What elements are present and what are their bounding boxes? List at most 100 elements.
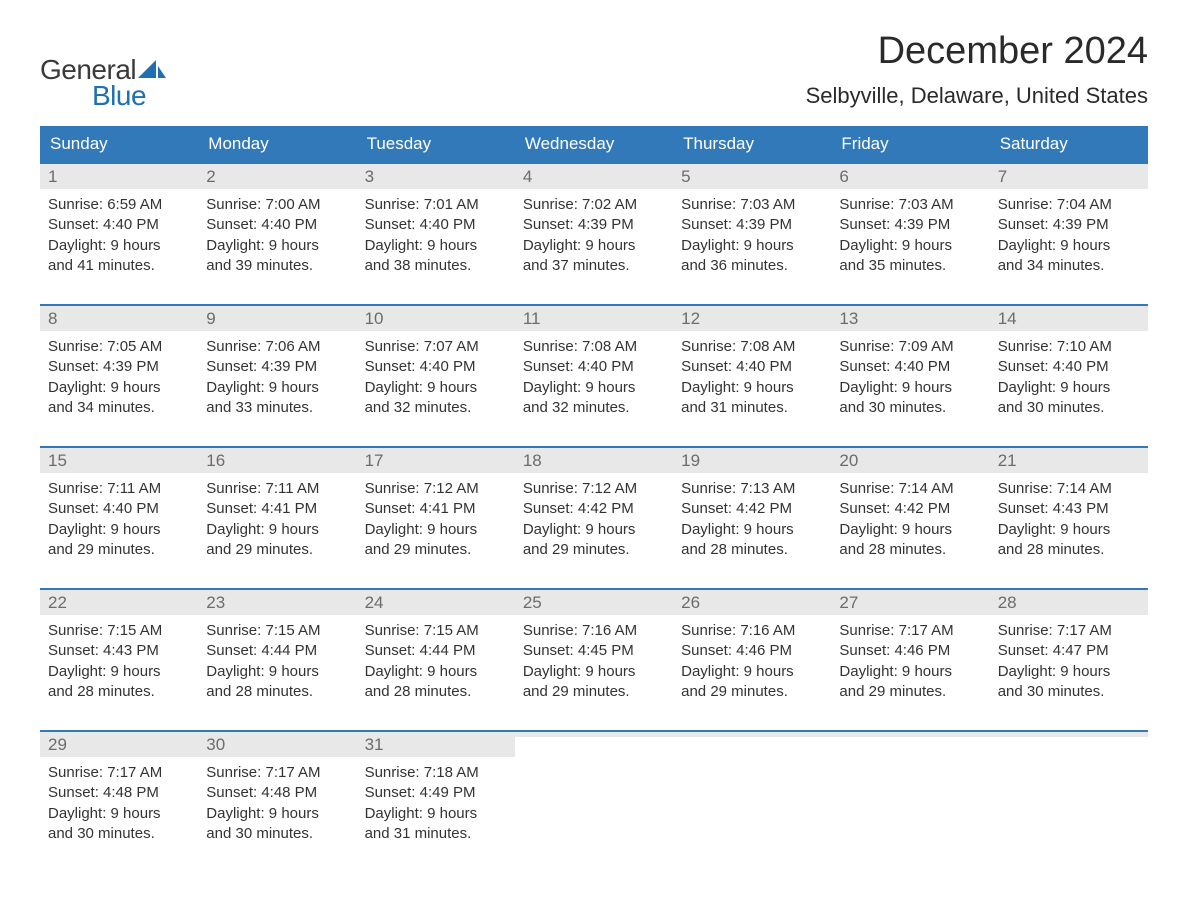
day-dl2: and 29 minutes. (839, 682, 981, 702)
day-number: 6 (839, 167, 848, 186)
day-body: Sunrise: 7:13 AMSunset: 4:42 PMDaylight:… (673, 473, 831, 570)
day-sunrise: Sunrise: 7:13 AM (681, 479, 823, 499)
day-cell: 16Sunrise: 7:11 AMSunset: 4:41 PMDayligh… (198, 448, 356, 570)
day-body: Sunrise: 7:15 AMSunset: 4:43 PMDaylight:… (40, 615, 198, 712)
day-dl1: Daylight: 9 hours (365, 236, 507, 256)
day-dl1: Daylight: 9 hours (839, 236, 981, 256)
day-cell (673, 732, 831, 854)
day-number-bar: 17 (357, 448, 515, 473)
day-dl2: and 35 minutes. (839, 256, 981, 276)
day-sunrise: Sunrise: 7:04 AM (998, 195, 1140, 215)
day-number-bar: 19 (673, 448, 831, 473)
day-sunrise: Sunrise: 7:17 AM (206, 763, 348, 783)
day-number: 23 (206, 593, 225, 612)
day-header-row: SundayMondayTuesdayWednesdayThursdayFrid… (40, 126, 1148, 162)
day-sunrise: Sunrise: 7:11 AM (206, 479, 348, 499)
day-sunset: Sunset: 4:39 PM (998, 215, 1140, 235)
day-number-bar: 3 (357, 164, 515, 189)
day-body: Sunrise: 7:11 AMSunset: 4:40 PMDaylight:… (40, 473, 198, 570)
day-number: 18 (523, 451, 542, 470)
day-sunrise: Sunrise: 7:07 AM (365, 337, 507, 357)
day-header: Friday (831, 126, 989, 162)
day-cell: 2Sunrise: 7:00 AMSunset: 4:40 PMDaylight… (198, 164, 356, 286)
day-sunrise: Sunrise: 6:59 AM (48, 195, 190, 215)
day-sunrise: Sunrise: 7:18 AM (365, 763, 507, 783)
day-body: Sunrise: 7:08 AMSunset: 4:40 PMDaylight:… (515, 331, 673, 428)
day-number: 27 (839, 593, 858, 612)
day-body: Sunrise: 7:17 AMSunset: 4:48 PMDaylight:… (198, 757, 356, 854)
day-dl2: and 29 minutes. (365, 540, 507, 560)
day-dl1: Daylight: 9 hours (998, 378, 1140, 398)
day-sunset: Sunset: 4:40 PM (681, 357, 823, 377)
day-sunset: Sunset: 4:45 PM (523, 641, 665, 661)
day-number-bar: 2 (198, 164, 356, 189)
day-body: Sunrise: 7:16 AMSunset: 4:46 PMDaylight:… (673, 615, 831, 712)
day-sunrise: Sunrise: 7:15 AM (365, 621, 507, 641)
day-cell: 24Sunrise: 7:15 AMSunset: 4:44 PMDayligh… (357, 590, 515, 712)
day-sunset: Sunset: 4:39 PM (206, 357, 348, 377)
day-sunset: Sunset: 4:40 PM (206, 215, 348, 235)
day-cell: 22Sunrise: 7:15 AMSunset: 4:43 PMDayligh… (40, 590, 198, 712)
day-number-bar: 21 (990, 448, 1148, 473)
day-dl1: Daylight: 9 hours (206, 662, 348, 682)
day-dl1: Daylight: 9 hours (365, 662, 507, 682)
day-cell (990, 732, 1148, 854)
day-sunrise: Sunrise: 7:03 AM (681, 195, 823, 215)
day-cell: 4Sunrise: 7:02 AMSunset: 4:39 PMDaylight… (515, 164, 673, 286)
day-sunset: Sunset: 4:46 PM (839, 641, 981, 661)
day-sunset: Sunset: 4:43 PM (48, 641, 190, 661)
day-dl2: and 41 minutes. (48, 256, 190, 276)
day-dl2: and 31 minutes. (365, 824, 507, 844)
day-dl1: Daylight: 9 hours (206, 520, 348, 540)
day-number-bar (515, 732, 673, 737)
day-dl2: and 30 minutes. (998, 682, 1140, 702)
day-sunset: Sunset: 4:40 PM (48, 215, 190, 235)
day-sunset: Sunset: 4:40 PM (839, 357, 981, 377)
day-dl1: Daylight: 9 hours (48, 236, 190, 256)
top-header: General Blue December 2024 Selbyville, D… (40, 30, 1148, 112)
day-dl1: Daylight: 9 hours (681, 520, 823, 540)
day-dl2: and 30 minutes. (839, 398, 981, 418)
day-body: Sunrise: 7:17 AMSunset: 4:46 PMDaylight:… (831, 615, 989, 712)
day-dl1: Daylight: 9 hours (998, 236, 1140, 256)
day-dl2: and 29 minutes. (206, 540, 348, 560)
day-dl2: and 29 minutes. (681, 682, 823, 702)
day-dl2: and 28 minutes. (206, 682, 348, 702)
day-sunset: Sunset: 4:40 PM (365, 215, 507, 235)
day-sunset: Sunset: 4:40 PM (523, 357, 665, 377)
logo-text-blue: Blue (92, 80, 166, 112)
week-row: 22Sunrise: 7:15 AMSunset: 4:43 PMDayligh… (40, 588, 1148, 712)
day-number-bar: 5 (673, 164, 831, 189)
day-number: 2 (206, 167, 215, 186)
day-sunrise: Sunrise: 7:08 AM (523, 337, 665, 357)
day-cell: 25Sunrise: 7:16 AMSunset: 4:45 PMDayligh… (515, 590, 673, 712)
day-dl2: and 28 minutes. (681, 540, 823, 560)
day-dl1: Daylight: 9 hours (206, 804, 348, 824)
day-sunrise: Sunrise: 7:12 AM (523, 479, 665, 499)
day-header: Thursday (673, 126, 831, 162)
day-sunset: Sunset: 4:44 PM (206, 641, 348, 661)
day-number-bar: 8 (40, 306, 198, 331)
day-number-bar: 14 (990, 306, 1148, 331)
day-dl1: Daylight: 9 hours (839, 378, 981, 398)
day-sunset: Sunset: 4:48 PM (206, 783, 348, 803)
day-dl1: Daylight: 9 hours (48, 804, 190, 824)
day-body: Sunrise: 7:12 AMSunset: 4:42 PMDaylight:… (515, 473, 673, 570)
day-number-bar: 6 (831, 164, 989, 189)
day-dl1: Daylight: 9 hours (365, 520, 507, 540)
day-cell: 14Sunrise: 7:10 AMSunset: 4:40 PMDayligh… (990, 306, 1148, 428)
day-sunrise: Sunrise: 7:09 AM (839, 337, 981, 357)
day-body: Sunrise: 7:16 AMSunset: 4:45 PMDaylight:… (515, 615, 673, 712)
day-body: Sunrise: 7:09 AMSunset: 4:40 PMDaylight:… (831, 331, 989, 428)
day-sunrise: Sunrise: 7:08 AM (681, 337, 823, 357)
day-body: Sunrise: 7:14 AMSunset: 4:42 PMDaylight:… (831, 473, 989, 570)
day-dl2: and 30 minutes. (48, 824, 190, 844)
week-row: 1Sunrise: 6:59 AMSunset: 4:40 PMDaylight… (40, 162, 1148, 286)
day-body: Sunrise: 7:18 AMSunset: 4:49 PMDaylight:… (357, 757, 515, 854)
day-header: Saturday (990, 126, 1148, 162)
day-number-bar: 15 (40, 448, 198, 473)
day-dl1: Daylight: 9 hours (206, 378, 348, 398)
day-cell: 11Sunrise: 7:08 AMSunset: 4:40 PMDayligh… (515, 306, 673, 428)
logo: General Blue (40, 54, 166, 112)
day-sunset: Sunset: 4:39 PM (839, 215, 981, 235)
